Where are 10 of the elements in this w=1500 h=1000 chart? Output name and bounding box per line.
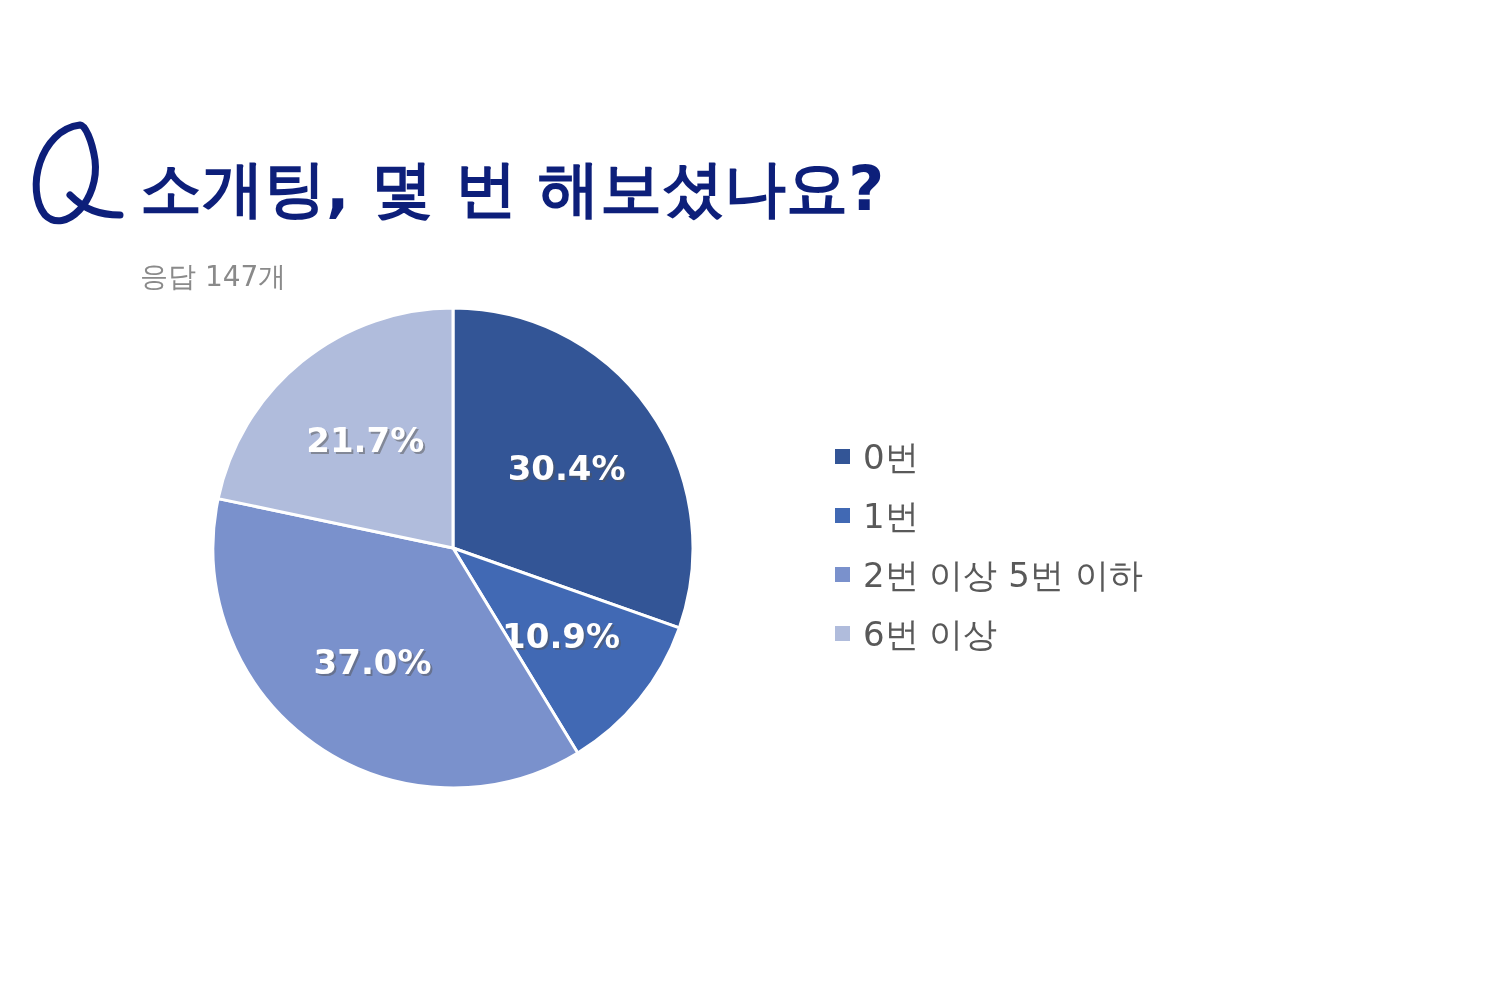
legend-label: 6번 이상 xyxy=(863,614,998,654)
data-label: 37.0% xyxy=(315,643,434,684)
legend-label: 1번 xyxy=(863,496,919,536)
data-label: 21.7% xyxy=(308,421,427,462)
data-label: 10.9% xyxy=(504,617,623,658)
legend-label: 0번 xyxy=(863,437,919,477)
data-label: 30.4% xyxy=(509,449,628,490)
chart-subtitle: 응답 147개 xyxy=(140,260,287,293)
legend-label: 2번 이상 5번 이하 xyxy=(863,555,1143,595)
chart-title: 소개팅, 몇 번 해보셨나요? xyxy=(140,152,885,225)
